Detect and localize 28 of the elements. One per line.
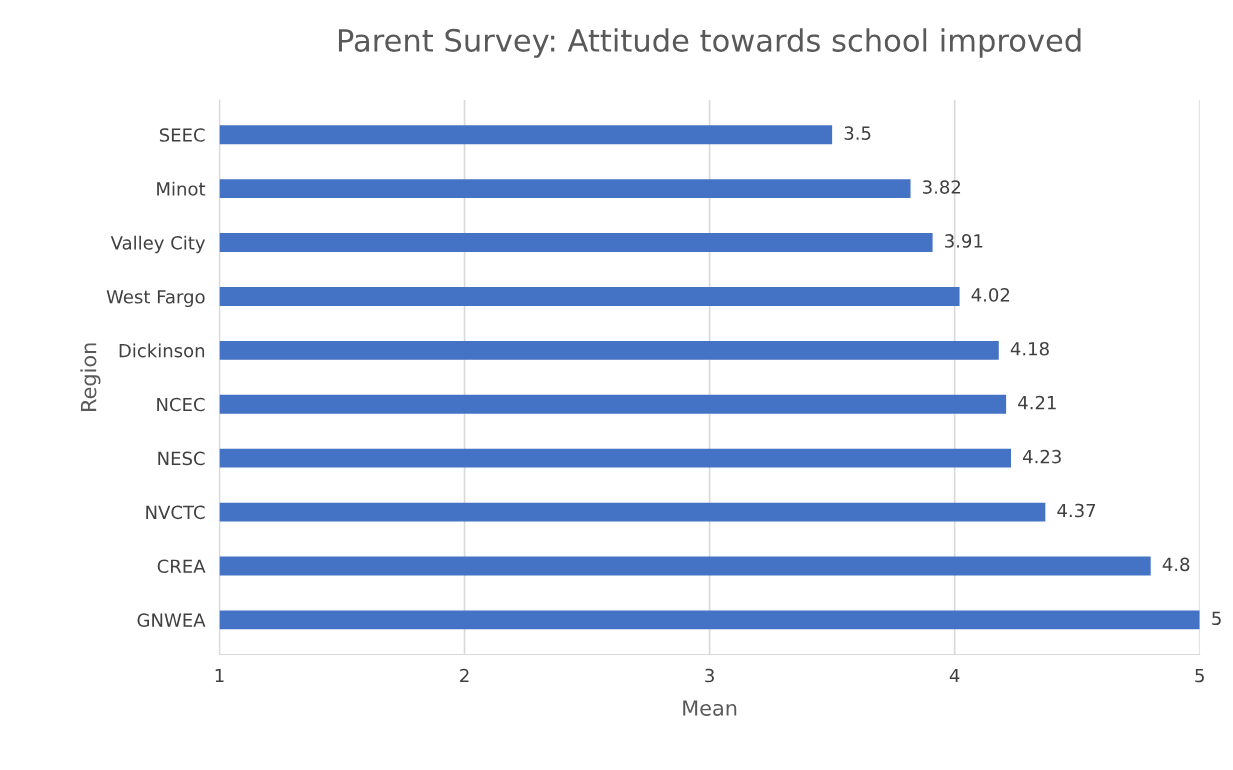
data-label: 3.91	[945, 234, 983, 248]
y-tick-label: SEEC	[159, 128, 205, 142]
x-tick-label: 4	[949, 668, 960, 683]
data-label: 3.5	[844, 126, 871, 140]
y-tick-label: Dickinson	[119, 343, 205, 358]
y-tick-label: West Fargo	[106, 290, 205, 308]
data-label: 4.8	[1162, 557, 1190, 572]
y-axis-title: Region	[80, 343, 101, 411]
data-label: 4.18	[1010, 341, 1049, 356]
y-tick-label: Valley City	[110, 235, 206, 254]
data-label: 4.02	[971, 288, 1010, 302]
data-label: 4.37	[1057, 503, 1096, 518]
x-tick-label: 5	[1195, 668, 1204, 683]
x-axis-title: Mean	[683, 700, 737, 716]
y-tick-label: GNWEA	[137, 613, 206, 627]
data-label: 3.82	[923, 180, 961, 194]
y-tick-label: NESC	[158, 451, 205, 466]
chart-title: Parent Survey: Attitude towards school improved	[338, 28, 1081, 58]
data-label: 5	[1212, 611, 1221, 626]
x-tick-label: 3	[705, 668, 714, 683]
y-tick-label: Minot	[157, 181, 206, 196]
y-tick-label: CREA	[157, 559, 206, 574]
x-tick-label: 1	[215, 668, 224, 683]
y-tick-label: NVCTC	[146, 505, 205, 520]
x-tick-label: 2	[460, 668, 469, 683]
data-label: 4.21	[1018, 395, 1056, 410]
y-tick-label: NCEC	[157, 397, 205, 412]
data-label: 4.23	[1023, 449, 1061, 464]
